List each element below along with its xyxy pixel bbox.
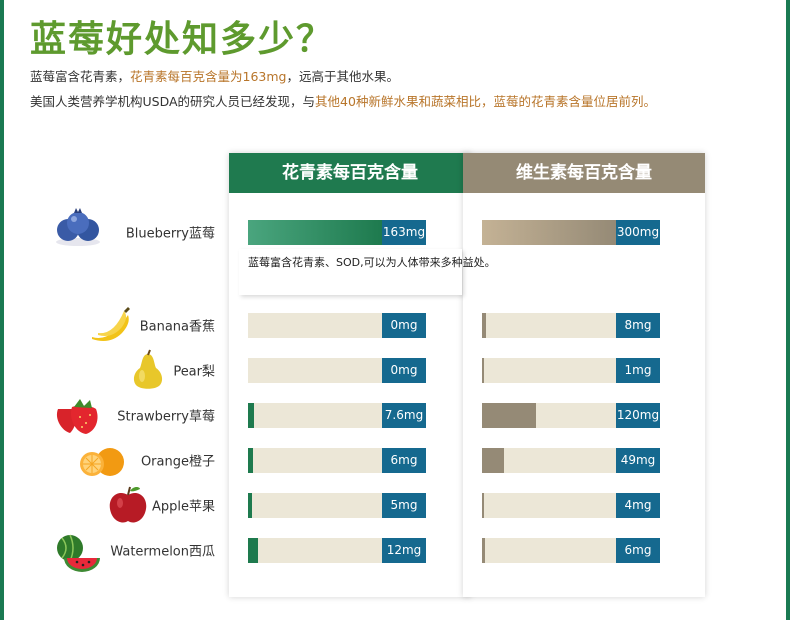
anthocyanin-panel: 花青素每百克含量 163mg 0mg 0mg 7.6mg 6mg 5mg 12mg: [229, 153, 471, 597]
anthocyanin-value-label: 5mg: [382, 493, 426, 518]
anthocyanin-value-label: 6mg: [382, 448, 426, 473]
vitamin-bar-track: 6mg: [482, 538, 660, 563]
page-title: 蓝莓好处知多少？: [30, 18, 335, 60]
vitamin-bar: [482, 220, 616, 245]
anthocyanin-value-label: 163mg: [382, 220, 426, 245]
anthocyanin-bar-track: 0mg: [248, 313, 426, 338]
anthocyanin-bar-track: 163mg: [248, 220, 426, 245]
apple-icon: [100, 483, 156, 527]
anthocyanin-bar-track: 0mg: [248, 358, 426, 383]
anthocyanin-bar-track: 6mg: [248, 448, 426, 473]
vitamin-value-label: 1mg: [616, 358, 660, 383]
vitamin-bar-track: 1mg: [482, 358, 660, 383]
anthocyanin-value-label: 12mg: [382, 538, 426, 563]
intro-line-2-highlight: 其他40种新鲜水果和蔬菜相比，蓝莓的花青素含量位居前列。: [315, 94, 656, 109]
anthocyanin-bar: [248, 448, 253, 473]
anthocyanin-bar: [248, 220, 382, 245]
vitamin-value-label: 8mg: [616, 313, 660, 338]
intro-line-1-prefix: 蓝莓富含花青素，: [30, 69, 131, 84]
vitamin-bar: [482, 313, 486, 338]
vitamin-value-label: 6mg: [616, 538, 660, 563]
vitamin-value-label: 300mg: [616, 220, 660, 245]
vitamin-bar-track: 8mg: [482, 313, 660, 338]
banana-icon: [84, 303, 140, 347]
frame-left-border: [0, 0, 4, 620]
vitamin-bar-track: 300mg: [482, 220, 660, 245]
fruit-label: Pear梨: [173, 364, 215, 380]
pear-icon: [120, 348, 176, 392]
vitamin-bar: [482, 448, 504, 473]
anthocyanin-bar: [248, 538, 258, 563]
vitamin-panel: 维生素每百克含量 300mg 8mg 1mg 120mg 49mg 4mg 6mg: [463, 153, 705, 597]
anthocyanin-value-label: 7.6mg: [382, 403, 426, 428]
anthocyanin-bar: [248, 493, 252, 518]
fruit-label: Strawberry草莓: [117, 409, 215, 425]
fruit-label: Orange橙子: [140, 454, 215, 470]
vitamin-bar: [482, 358, 484, 383]
strawberry-icon: [50, 393, 106, 437]
intro-line-1: 蓝莓富含花青素，花青素每百克含量为163mg，远高于其他水果。: [30, 66, 399, 85]
anthocyanin-value-label: 0mg: [382, 358, 426, 383]
vitamin-panel-header: 维生素每百克含量: [463, 153, 705, 193]
watermelon-icon: [50, 528, 106, 572]
vitamin-bar-track: 49mg: [482, 448, 660, 473]
vitamin-value-label: 4mg: [616, 493, 660, 518]
intro-line-1-highlight: 花青素每百克含量为163mg: [130, 69, 287, 84]
anthocyanin-bar-track: 7.6mg: [248, 403, 426, 428]
vitamin-value-label: 120mg: [616, 403, 660, 428]
anthocyanin-panel-header: 花青素每百克含量: [229, 153, 471, 193]
intro-line-2-prefix: 美国人类营养学机构USDA的研究人员已经发现，与: [30, 94, 316, 109]
fruit-label: Watermelon西瓜: [110, 544, 215, 560]
anthocyanin-bar: [248, 403, 254, 428]
blueberry-tooltip: 蓝莓富含花青素、SOD,可以为人体带来多种益处。: [239, 249, 496, 295]
orange-icon: [74, 438, 130, 482]
vitamin-bar: [482, 493, 484, 518]
intro-line-2: 美国人类营养学机构USDA的研究人员已经发现，与其他40种新鲜水果和蔬菜相比，蓝…: [30, 91, 656, 110]
vitamin-bar: [482, 538, 485, 563]
fruit-label: Banana香蕉: [139, 319, 215, 335]
vitamin-bar-track: 4mg: [482, 493, 660, 518]
intro-line-1-suffix: ，远高于其他水果。: [286, 69, 400, 84]
vitamin-value-label: 49mg: [616, 448, 660, 473]
frame-right-border: [786, 0, 790, 620]
fruit-label: Blueberry蓝莓: [125, 226, 215, 242]
anthocyanin-value-label: 0mg: [382, 313, 426, 338]
fruit-label: Apple苹果: [151, 499, 215, 515]
vitamin-bar: [482, 403, 536, 428]
anthocyanin-bar-track: 5mg: [248, 493, 426, 518]
vitamin-bar-track: 120mg: [482, 403, 660, 428]
anthocyanin-bar-track: 12mg: [248, 538, 426, 563]
blueberry-icon: [50, 204, 106, 248]
